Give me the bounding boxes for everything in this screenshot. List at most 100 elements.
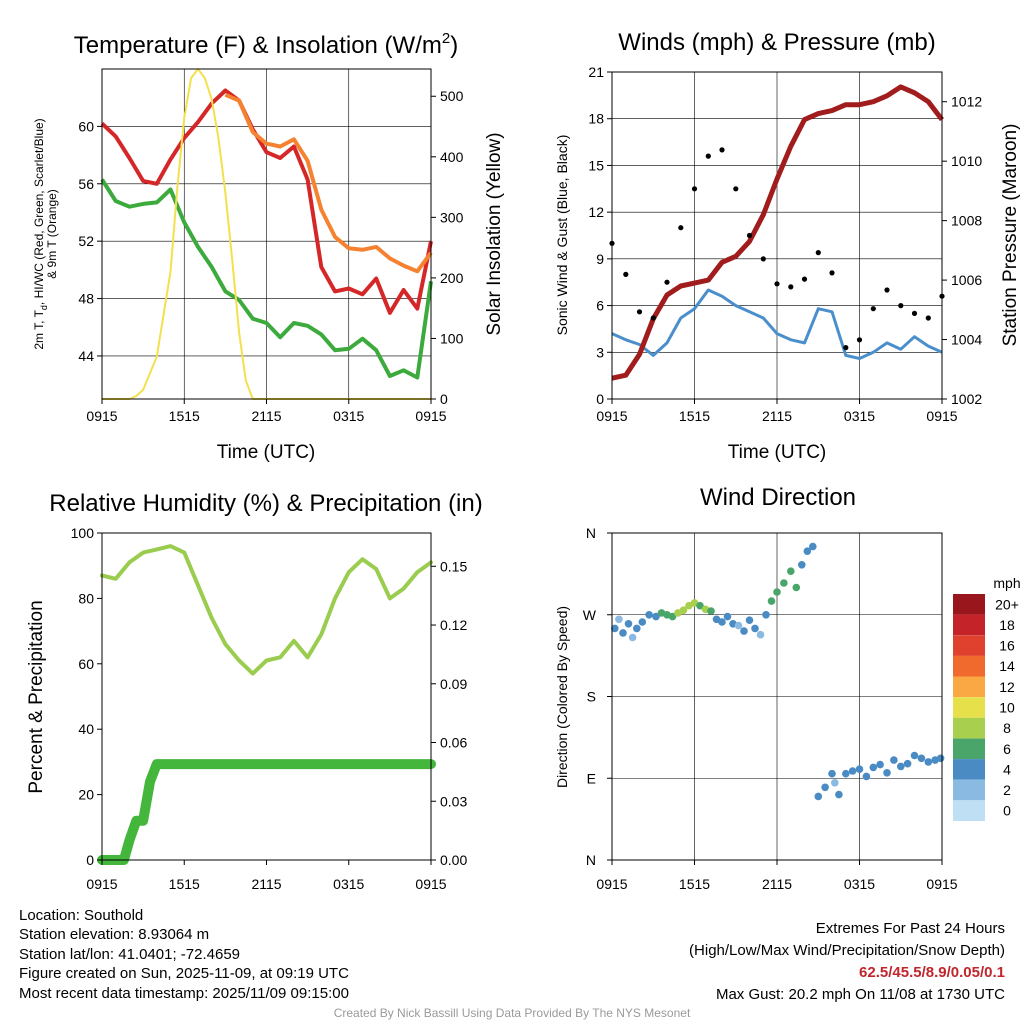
winds-xtick-label: 1515	[679, 408, 710, 424]
direction-point	[619, 629, 627, 637]
direction-point	[883, 769, 891, 777]
temp-xtick-label: 0315	[333, 408, 364, 424]
colorbar-swatch	[953, 676, 985, 698]
direction-point	[848, 767, 857, 775]
direction-point	[679, 606, 688, 614]
direction-point	[876, 760, 884, 769]
humidity-xtick-label: 0915	[86, 876, 117, 892]
colorbar-label: 12	[999, 679, 1015, 695]
direction-point	[707, 607, 715, 615]
winds-ylabel-right: Station Pressure (Maroon)	[1000, 124, 1021, 347]
gust-point	[746, 232, 753, 239]
humidity-ytick-label: 100	[71, 525, 95, 541]
winds-ytick-label: 9	[596, 251, 604, 267]
gust-point	[705, 153, 711, 159]
direction-point	[855, 765, 864, 773]
direction-ylabel-left: Direction (Colored By Speed)	[554, 606, 570, 788]
recent-timestamp-text: Most recent data timestamp: 2025/11/09 0…	[19, 984, 349, 1002]
temp-xtick-label: 0915	[415, 408, 446, 424]
direction-point	[773, 588, 781, 596]
temp-ytick-label: 60	[78, 118, 94, 134]
winds-ytick-label: 18	[588, 111, 604, 127]
winds-ytick-label: 12	[588, 204, 604, 220]
direction-point	[803, 547, 812, 555]
series-2m-t	[100, 88, 433, 315]
colorbar-swatch	[953, 779, 985, 801]
humidity-ytick-label: 40	[78, 721, 94, 737]
direction-point	[936, 754, 945, 763]
series-sonic-wind	[611, 288, 943, 360]
pressure-ytick-label: 1012	[951, 94, 982, 110]
credit-line: Created By Nick Bassill Using Data Provi…	[333, 1006, 691, 1020]
direction-point	[751, 624, 759, 633]
humidity-xtick-label: 2115	[251, 876, 281, 892]
humidity-series	[97, 544, 436, 865]
humidity-ytick-label: 20	[78, 787, 94, 803]
precip-ytick-label: 0.12	[440, 617, 467, 633]
direction-grid	[612, 533, 942, 860]
gust-point	[664, 279, 670, 285]
direction-point	[809, 542, 817, 551]
gust-point	[650, 315, 656, 321]
gust-point	[623, 271, 629, 277]
series-9m-t	[224, 92, 433, 274]
pressure-ytick-label: 1002	[951, 391, 982, 407]
temp-xtick-label: 2115	[251, 408, 281, 424]
winds-xtick-label: 2115	[762, 408, 792, 424]
elevation-text: Station elevation: 8.93064 m	[19, 926, 210, 944]
direction-point	[756, 630, 765, 639]
colorbar-swatch	[953, 635, 985, 656]
gust-point	[856, 337, 863, 343]
pressure-ytick-label: 1010	[951, 153, 982, 169]
direction-point	[668, 612, 677, 621]
colorbar-label: 8	[1003, 720, 1011, 736]
winds-xtick-label: 0915	[926, 408, 957, 424]
direction-point	[869, 763, 878, 772]
temp-ytick-label: 44	[78, 348, 94, 364]
location-text: Location: Southold	[19, 907, 144, 924]
extremes-values: 62.5/45.5/8.9/0.05/0.1	[859, 964, 1005, 981]
gust-point	[870, 306, 876, 312]
direction-point	[835, 790, 843, 799]
gust-point	[925, 315, 931, 321]
gust-point	[884, 287, 890, 293]
winds-ytick-label: 0	[596, 391, 604, 407]
temp-xtick-label: 1515	[169, 408, 200, 424]
pressure-ytick-label: 1004	[951, 332, 982, 348]
temperature-panel: Temperature (F) & Insolation (W/m2) 44 48…	[32, 30, 505, 463]
humidity-ytick-label: 0	[86, 852, 94, 868]
gust-point	[760, 256, 766, 262]
direction-point	[862, 772, 871, 781]
precip-ytick-label: 0.00	[440, 852, 467, 868]
direction-legend-title: mph	[993, 575, 1020, 591]
winds-ylabel-left: Sonic Wind & Gust (Blue, Black)	[554, 135, 570, 336]
gust-point	[801, 276, 808, 282]
temperature-ylabel-left: 2m T, Td, HI/WC (Red, Green, Scarlet/Blu…	[32, 118, 49, 349]
winds-title: Winds (mph) & Pressure (mb)	[618, 29, 935, 56]
insolation-ytick-label: 200	[440, 270, 464, 286]
direction-point	[814, 792, 823, 801]
colorbar-swatch	[953, 655, 985, 677]
direction-point	[734, 621, 743, 630]
series-relative-humidity	[100, 544, 433, 676]
humidity-xtick-label: 0315	[333, 876, 364, 892]
direction-point	[903, 759, 912, 768]
direction-point	[910, 751, 919, 760]
winds-ytick-label: 21	[588, 64, 604, 80]
colorbar-label: 4	[1003, 761, 1011, 777]
gust-point	[733, 186, 739, 192]
gust-point	[843, 345, 849, 351]
colorbar-label: 20+	[995, 596, 1019, 612]
direction-point	[762, 611, 770, 619]
direction-ytick-label: S	[587, 689, 596, 705]
temperature-ylabel-right: Solar Insolation (Yellow)	[484, 132, 505, 335]
temperature-xlabel: Time (UTC)	[217, 442, 316, 463]
direction-point	[780, 579, 788, 587]
direction-point	[745, 616, 754, 624]
direction-point	[633, 624, 641, 633]
colorbar-swatch	[953, 717, 985, 739]
humidity-ticks: 0 20 40 60 80 100 0.00 0.03 0.06 0.09 0.12 0.15 0915…	[71, 525, 468, 892]
